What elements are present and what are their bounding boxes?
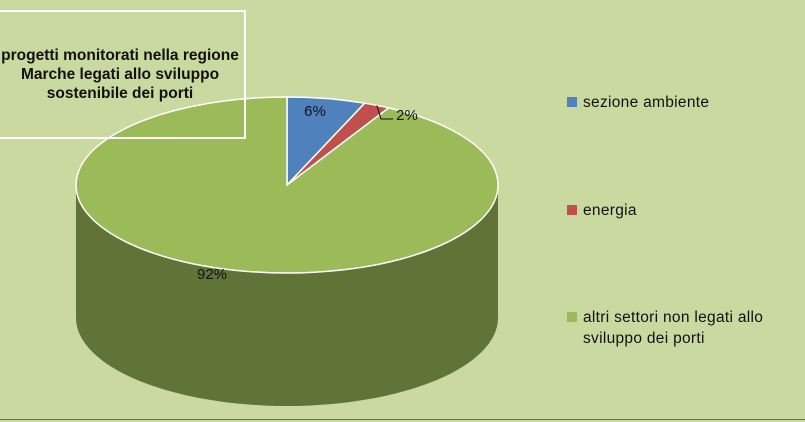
pie-slice-side (76, 185, 498, 406)
pie-slice (75, 96, 499, 274)
legend-item: altri settori non legati allo sviluppo d… (567, 307, 793, 349)
legend-item: sezione ambiente (567, 92, 793, 113)
legend-item: energia (567, 200, 793, 221)
bottom-border (0, 419, 805, 420)
legend-swatch (567, 97, 577, 107)
data-label: 92% (197, 266, 227, 283)
legend-swatch (567, 205, 577, 215)
legend-swatch (567, 312, 577, 322)
legend-label: altri settori non legati allo sviluppo d… (583, 309, 764, 347)
legend-label: energia (583, 202, 637, 219)
leader-line (376, 105, 393, 120)
chart-title: progetti monitorati nella regione Marche… (0, 10, 246, 139)
data-label: 2% (396, 107, 418, 124)
data-label: 6% (304, 103, 326, 120)
legend-label: sezione ambiente (583, 94, 710, 111)
